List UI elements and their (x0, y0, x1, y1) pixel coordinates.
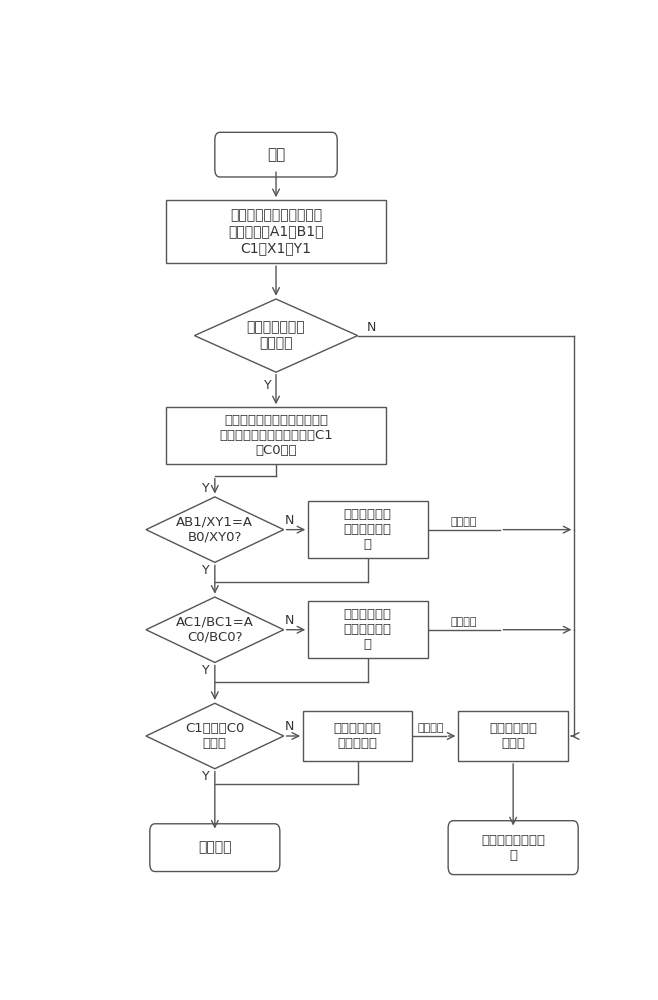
Text: Y: Y (203, 664, 210, 677)
Text: 实际特征点是否
在图像内: 实际特征点是否 在图像内 (247, 320, 305, 351)
Text: N: N (367, 321, 376, 334)
Bar (459, 711, 568, 761)
Text: 调整屏前后倾
斜角度使其相
等: 调整屏前后倾 斜角度使其相 等 (344, 508, 392, 551)
Text: Y: Y (203, 564, 210, 577)
Text: N: N (285, 614, 295, 627)
Text: 依次调整屏水平旋转角度、垂
直高度及前后倾斜角度，使C1
与C0重合: 依次调整屏水平旋转角度、垂 直高度及前后倾斜角度，使C1 与C0重合 (219, 414, 333, 457)
Polygon shape (146, 597, 284, 662)
Text: N: N (285, 720, 295, 733)
FancyBboxPatch shape (215, 132, 338, 177)
Bar (308, 501, 428, 558)
FancyBboxPatch shape (448, 821, 578, 875)
Text: 开始: 开始 (267, 147, 285, 162)
Polygon shape (146, 497, 284, 562)
Text: 无法调整: 无法调整 (451, 517, 477, 527)
Polygon shape (195, 299, 358, 372)
Bar (308, 601, 428, 658)
Text: AB1/XY1=A
B0/XY0?: AB1/XY1=A B0/XY0? (176, 516, 253, 544)
Text: 调整完成: 调整完成 (198, 841, 232, 855)
Text: 无法调整: 无法调整 (417, 723, 443, 733)
FancyBboxPatch shape (150, 824, 280, 872)
Text: 调整屏垂直高
度使其重合: 调整屏垂直高 度使其重合 (334, 722, 382, 750)
Text: Y: Y (203, 482, 210, 495)
Text: Y: Y (264, 379, 271, 392)
Polygon shape (146, 703, 284, 769)
Text: 调整中断，角度复
位: 调整中断，角度复 位 (481, 834, 545, 862)
Bar (166, 407, 386, 464)
Text: 调整屏水平旋
转角度使其相
等: 调整屏水平旋 转角度使其相 等 (344, 608, 392, 651)
Bar (303, 711, 413, 761)
Text: N: N (285, 514, 295, 527)
Text: 用户不在调整
范围内: 用户不在调整 范围内 (489, 722, 537, 750)
Text: C1是否与C0
重合？: C1是否与C0 重合？ (185, 722, 245, 750)
Text: AC1/BC1=A
C0/BC0?: AC1/BC1=A C0/BC0? (176, 616, 254, 644)
Bar (166, 200, 386, 263)
Text: 无法调整: 无法调整 (451, 617, 477, 627)
Text: Y: Y (203, 770, 210, 783)
Text: 采集用户脸部图像，提取
实际特征点A1，B1，
C1，X1，Y1: 采集用户脸部图像，提取 实际特征点A1，B1， C1，X1，Y1 (228, 208, 324, 255)
